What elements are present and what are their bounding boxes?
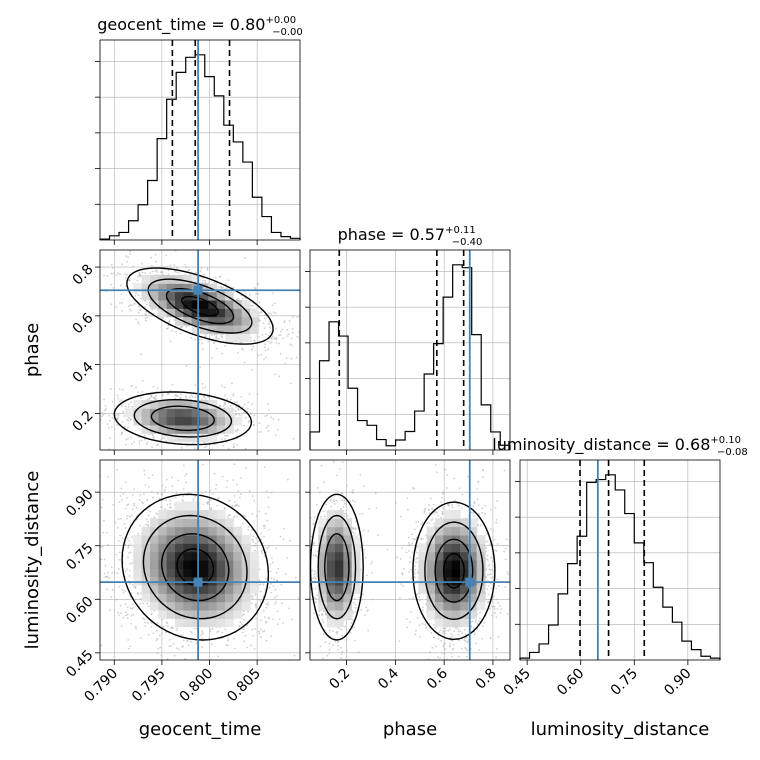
2d-panel-geocent_time-phase-contour-1-1 [133,399,233,438]
xtick-label-luminosity_distance-0: 0.45 [501,666,534,699]
ytick-label-luminosity_distance-2: 0.75 [63,540,96,573]
2d-panel-geocent_time-luminosity_distance-truth-marker [193,577,203,587]
hist-panel-geocent_time-frame [99,39,301,241]
2d-panel-geocent_time-luminosity_distance-frame [99,459,301,661]
2d-panel-geocent_time-phase-contour-0-3 [180,295,220,317]
xtick-label-geocent_time-3: 0.805 [224,666,264,706]
xlabel-geocent_time: geocent_time [139,719,262,740]
ytick-label-phase-3: 0.8 [70,261,97,288]
ytick-label-luminosity_distance-0: 0.45 [63,647,96,680]
2d-panel-geocent_time-phase-contour-1-0 [113,391,253,446]
xlabel-phase: phase [383,719,437,740]
xtick-label-phase-2: 0.6 [424,665,451,692]
xtick-label-phase-0: 0.2 [326,666,353,693]
2d-panel-geocent_time-phase-content [100,250,300,450]
2d-panel-phase-luminosity_distance-truth-marker [465,577,475,587]
ytick-label-phase-1: 0.4 [70,359,97,386]
xlabel-luminosity_distance: luminosity_distance [531,719,710,740]
title-plus-geocent_time: +0.00 [265,15,296,26]
2d-panel-phase-luminosity_distance-density [318,510,486,628]
hist-panel-phase-frame [309,249,511,451]
2d-panel-phase-luminosity_distance [310,460,510,660]
2d-panel-phase-luminosity_distance-contour-1-0 [412,501,496,641]
xtick-label-geocent_time-0: 0.790 [81,666,121,706]
2d-panel-phase-luminosity_distance-contour-0-1 [317,514,357,620]
2d-panel-geocent_time-luminosity_distance-contour-0-1 [142,514,248,620]
histogram-geocent_time [99,54,301,240]
2d-panel-phase-luminosity_distance-contour-0-0 [310,493,364,641]
hist-panel-luminosity_distance-frame [519,459,721,661]
xtick-label-geocent_time-1: 0.795 [129,666,169,706]
2d-panel-geocent_time-phase-density [125,275,259,443]
2d-panel-geocent_time-phase [100,250,300,450]
2d-panel-phase-luminosity_distance-content [310,460,510,660]
2d-panel-geocent_time-luminosity_distance-contour-0-0 [121,493,270,641]
xtick-label-luminosity_distance-2: 0.75 [608,666,641,699]
2d-panel-phase-luminosity_distance-contour-0-2 [324,533,350,602]
2d-panel-geocent_time-luminosity_distance-contour-0-2 [160,533,230,602]
title-minus-phase: −0.40 [452,237,483,248]
2d-panel-geocent_time-luminosity_distance-contour-0-3 [176,548,215,587]
2d-panel-geocent_time-luminosity_distance-density [133,501,259,628]
ytick-label-luminosity_distance-3: 0.90 [63,486,96,519]
2d-panel-phase-luminosity_distance-contour-1-1 [424,521,484,621]
title-plus-phase: +0.11 [445,225,476,236]
2d-panel-geocent_time-luminosity_distance-content [100,460,300,660]
2d-panel-phase-luminosity_distance-contour-1-2 [434,538,474,603]
title-minus-geocent_time: −0.00 [272,27,303,38]
title-luminosity_distance: luminosity_distance = 0.68+0.10 −0.08 [492,435,747,458]
ytick-label-luminosity_distance-1: 0.60 [63,594,96,627]
2d-panel-geocent_time-phase-contour-0-2 [165,288,235,325]
2d-panel-geocent_time-phase-truth-marker [193,285,203,295]
title-phase: phase = 0.57+0.11 −0.40 [338,225,483,248]
title-minus-luminosity_distance: −0.08 [717,447,748,458]
ylabel-luminosity_distance: luminosity_distance [22,471,43,650]
ylabel-phase: phase [22,323,43,377]
title-plus-luminosity_distance: +0.10 [710,435,741,446]
title-main-geocent_time: geocent_time = 0.80 [97,15,265,35]
title-main-luminosity_distance: luminosity_distance = 0.68 [492,435,710,455]
histogram-luminosity_distance [519,474,721,660]
2d-panel-geocent_time-luminosity_distance [100,460,300,660]
xtick-label-phase-3: 0.8 [473,666,500,693]
ytick-label-phase-0: 0.2 [70,408,97,435]
xtick-label-luminosity_distance-3: 0.90 [661,666,694,699]
xtick-label-phase-1: 0.4 [375,665,402,692]
2d-panel-geocent_time-phase-frame [99,249,301,451]
ytick-label-phase-2: 0.6 [70,310,97,337]
2d-panel-phase-luminosity_distance-contour-1-3 [443,552,465,589]
2d-panel-phase-luminosity_distance-frame [309,459,511,661]
2d-panel-geocent_time-phase-contour-0-0 [126,267,274,345]
xtick-label-luminosity_distance-1: 0.60 [554,666,587,699]
title-geocent_time: geocent_time = 0.80+0.00 −0.00 [97,15,303,38]
histogram-phase [309,264,511,450]
xtick-label-geocent_time-2: 0.800 [177,666,217,706]
title-main-phase: phase = 0.57 [338,225,445,244]
